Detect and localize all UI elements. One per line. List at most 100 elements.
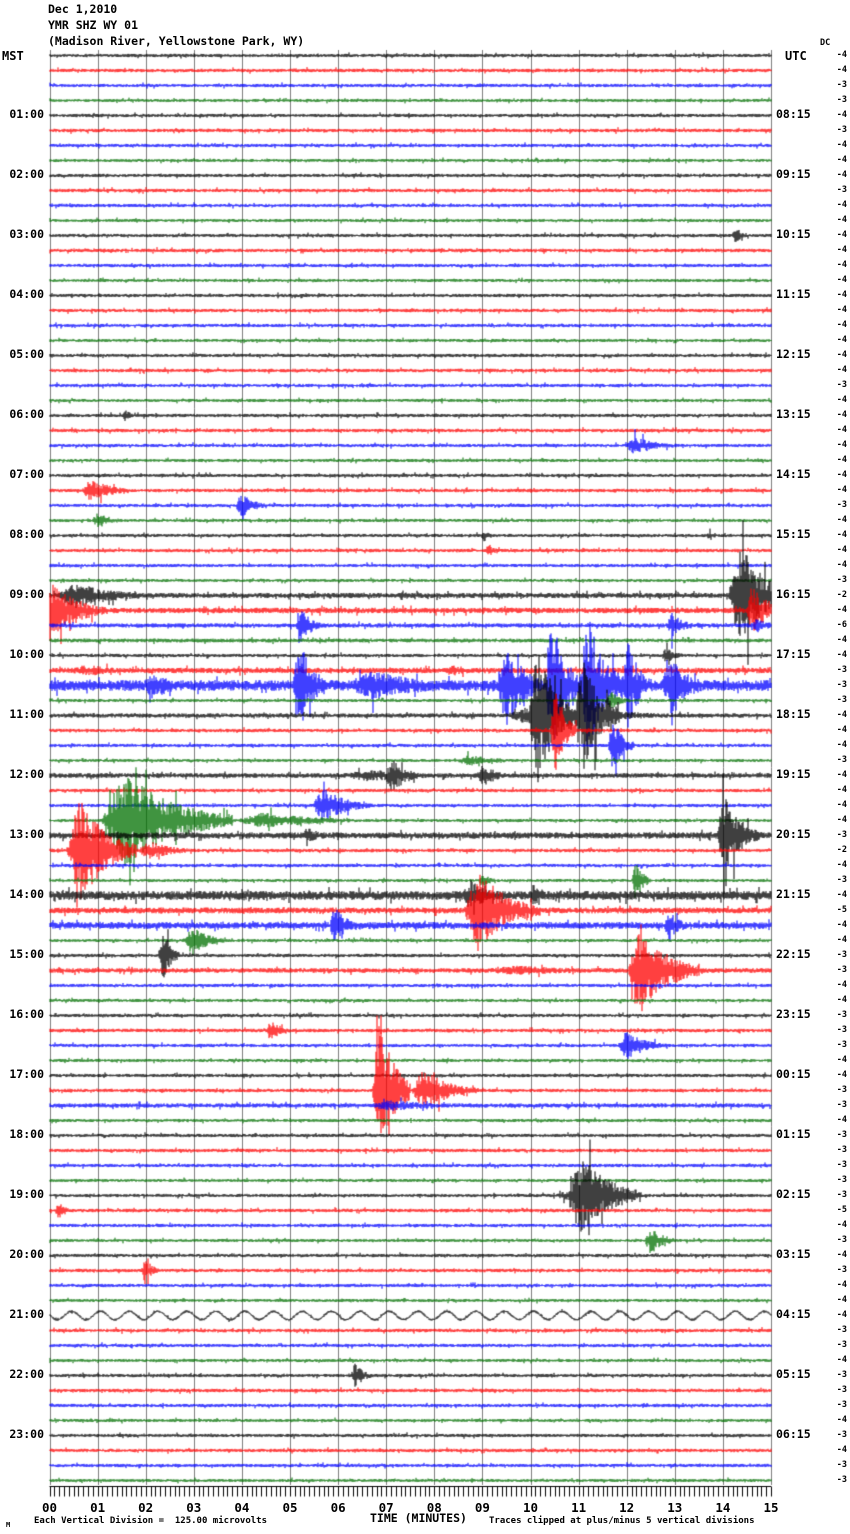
dc-value: -4 <box>836 1414 847 1425</box>
dc-value: -3 <box>836 694 847 705</box>
dc-value: -3 <box>836 1474 847 1485</box>
utc-hour-label: 14:15 <box>776 467 811 481</box>
utc-hour-label: 12:15 <box>776 347 811 361</box>
mst-hour-label: 21:00 <box>9 1307 44 1321</box>
dc-value: -3 <box>836 1369 847 1380</box>
dc-value: -3 <box>836 664 847 675</box>
dc-value: -3 <box>836 1324 847 1335</box>
minute-label: 06 <box>330 1500 346 1515</box>
mst-hour-label: 01:00 <box>9 107 44 121</box>
minute-label: 07 <box>378 1500 394 1515</box>
dc-value: -4 <box>836 814 847 825</box>
dc-value: -3 <box>836 964 847 975</box>
mst-hour-label: 15:00 <box>9 947 44 961</box>
dc-value: -4 <box>836 544 847 555</box>
mst-hour-label: 08:00 <box>9 527 44 541</box>
dc-value: -3 <box>836 574 847 585</box>
dc-value: -4 <box>836 979 847 990</box>
dc-value: -4 <box>836 634 847 645</box>
dc-column-header: DC <box>820 38 831 48</box>
dc-value: -3 <box>836 1144 847 1155</box>
dc-value: -3 <box>836 79 847 90</box>
dc-value: -4 <box>836 169 847 180</box>
utc-hour-label: 21:15 <box>776 887 811 901</box>
dc-value: -4 <box>836 214 847 225</box>
dc-value: -4 <box>836 259 847 270</box>
utc-hour-label: 04:15 <box>776 1307 811 1321</box>
dc-value: -4 <box>836 1279 847 1290</box>
mst-hour-label: 22:00 <box>9 1367 44 1381</box>
watermark-glyph: M <box>6 1521 11 1529</box>
dc-value: -4 <box>836 424 847 435</box>
mst-hour-label: 11:00 <box>9 707 44 721</box>
minute-label: 14 <box>715 1500 731 1515</box>
dc-value: -4 <box>836 529 847 540</box>
dc-value: -4 <box>836 1114 847 1125</box>
dc-value: -4 <box>836 604 847 615</box>
dc-value: -4 <box>836 1249 847 1260</box>
dc-value: -4 <box>836 154 847 165</box>
dc-value: -4 <box>836 364 847 375</box>
title-station: YMR SHZ WY 01 <box>48 18 139 32</box>
utc-hour-label: 00:15 <box>776 1067 811 1081</box>
x-axis-title: TIME (MINUTES) <box>370 1511 467 1525</box>
utc-hour-label: 13:15 <box>776 407 811 421</box>
utc-hour-label: 11:15 <box>776 287 811 301</box>
mst-hour-label: 10:00 <box>9 647 44 661</box>
utc-hour-label: 01:15 <box>776 1127 811 1141</box>
mst-hour-label: 23:00 <box>9 1427 44 1441</box>
dc-value: -4 <box>836 709 847 720</box>
dc-value: -3 <box>836 949 847 960</box>
dc-value: -4 <box>836 799 847 810</box>
dc-value: -4 <box>836 304 847 315</box>
dc-value: -4 <box>836 1309 847 1320</box>
utc-hour-label: 17:15 <box>776 647 811 661</box>
dc-value: -4 <box>836 784 847 795</box>
minute-label: 01 <box>90 1500 106 1515</box>
dc-value: -2 <box>836 589 847 600</box>
dc-value: -4 <box>836 469 847 480</box>
dc-value: -4 <box>836 64 847 75</box>
dc-value: -3 <box>836 1084 847 1095</box>
minute-label: 00 <box>41 1500 58 1515</box>
dc-value: -4 <box>836 1054 847 1065</box>
dc-value: -3 <box>836 829 847 840</box>
dc-value: -4 <box>836 409 847 420</box>
dc-value: -4 <box>836 559 847 570</box>
dc-value: -4 <box>836 994 847 1005</box>
dc-value: -3 <box>836 1009 847 1020</box>
mst-hour-label: 04:00 <box>9 287 44 301</box>
dc-value: -4 <box>836 514 847 525</box>
dc-value: -4 <box>836 769 847 780</box>
mst-hour-label: 12:00 <box>9 767 44 781</box>
dc-value: -3 <box>836 1264 847 1275</box>
left-timezone-label: MST <box>2 49 24 63</box>
dc-value: -3 <box>836 1234 847 1245</box>
dc-value: -4 <box>836 199 847 210</box>
mst-hour-label: 07:00 <box>9 467 44 481</box>
dc-value: -4 <box>836 1294 847 1305</box>
utc-hour-label: 03:15 <box>776 1247 811 1261</box>
dc-value: -3 <box>836 1384 847 1395</box>
dc-value: -3 <box>836 1189 847 1200</box>
mst-hour-label: 18:00 <box>9 1127 44 1141</box>
utc-hour-label: 23:15 <box>776 1007 811 1021</box>
utc-hour-label: 22:15 <box>776 947 811 961</box>
dc-value: -4 <box>836 1219 847 1230</box>
dc-value: -6 <box>836 619 847 630</box>
dc-value: -4 <box>836 1069 847 1080</box>
dc-value: -5 <box>836 904 847 915</box>
dc-value: -5 <box>836 1204 847 1215</box>
dc-value: -3 <box>836 499 847 510</box>
utc-hour-label: 19:15 <box>776 767 811 781</box>
dc-value: -4 <box>836 484 847 495</box>
dc-value: -4 <box>836 139 847 150</box>
dc-value: -3 <box>836 1399 847 1410</box>
mst-hour-label: 14:00 <box>9 887 44 901</box>
dc-value: -3 <box>836 1099 847 1110</box>
dc-value: -4 <box>836 859 847 870</box>
title-date: Dec 1,2010 <box>48 2 118 16</box>
mst-hour-label: 17:00 <box>9 1067 44 1081</box>
